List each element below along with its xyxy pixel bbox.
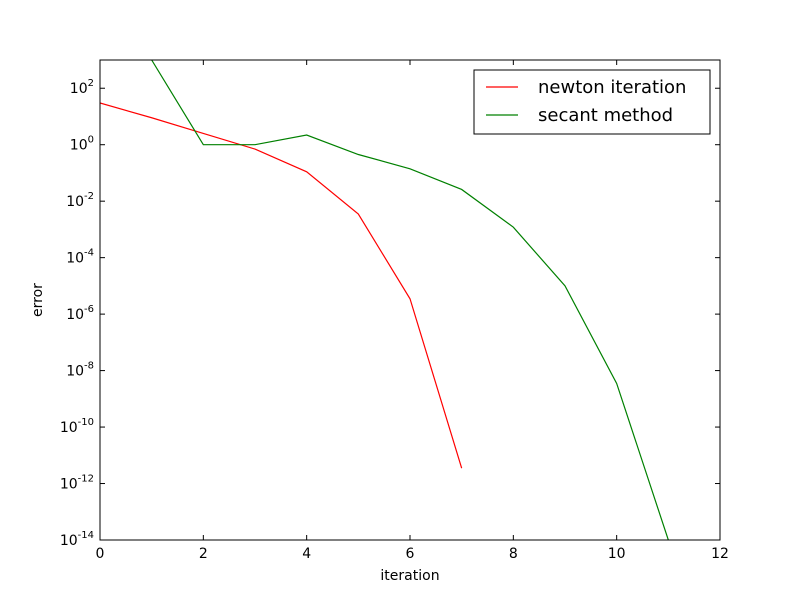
legend-box [473, 69, 711, 135]
y-axis-label: error [30, 283, 46, 317]
legend-label-secant: secant method [538, 105, 673, 126]
y-tick-label: 100 [70, 135, 94, 154]
x-tick-label: 8 [509, 546, 518, 562]
x-tick-label: 10 [608, 546, 626, 562]
x-axis-label: iteration [380, 568, 439, 584]
legend: newton iteration secant method [473, 69, 711, 135]
y-tick-label: 10-4 [66, 248, 94, 267]
series-line-secant [151, 60, 669, 540]
y-tick-label: 10-14 [60, 530, 94, 549]
ticks-layer: 0 2 4 6 8 10 12 10-14 10-12 10-10 10-8 10-6 10-4 10-2… [60, 60, 729, 562]
x-tick-label: 0 [96, 546, 105, 562]
x-tick-label: 4 [302, 546, 311, 562]
x-tick-label: 6 [406, 546, 415, 562]
y-tick-label: 10-2 [66, 191, 94, 210]
y-tick-label: 10-8 [66, 361, 94, 380]
x-tick-label: 12 [711, 546, 729, 562]
x-tick-label: 2 [199, 546, 208, 562]
y-tick-label: 102 [70, 78, 94, 97]
legend-label-newton: newton iteration [538, 77, 686, 98]
y-tick-label: 10-6 [66, 304, 94, 323]
y-tick-label: 10-10 [60, 417, 94, 436]
series-line-newton [100, 102, 463, 469]
y-tick-label: 10-12 [60, 474, 94, 493]
series-layer [100, 60, 669, 540]
